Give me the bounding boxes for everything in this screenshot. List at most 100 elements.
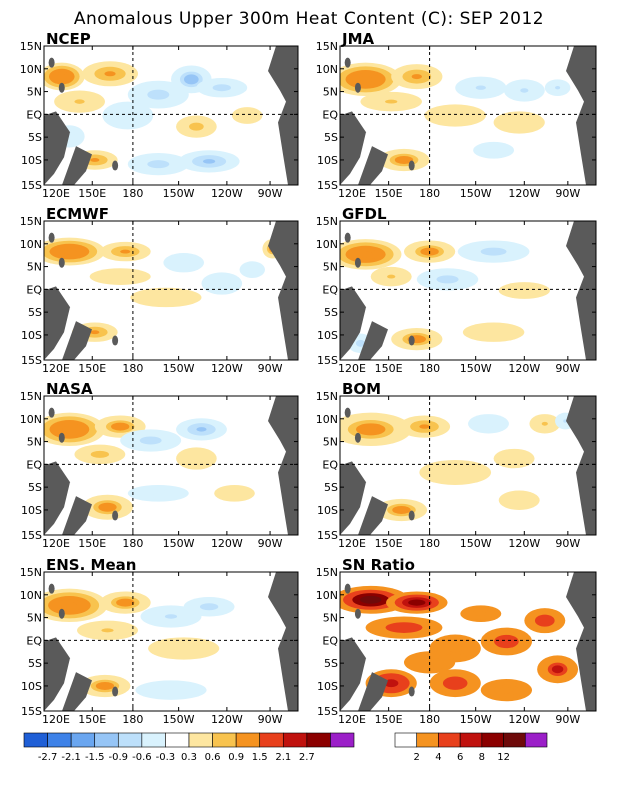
island — [344, 232, 351, 243]
sn-legend-swatch — [503, 732, 526, 748]
y-tick-label: 15S — [317, 705, 338, 718]
panel-frame — [43, 45, 299, 186]
contour-band — [152, 91, 165, 98]
contour-band — [179, 260, 188, 265]
legend-label: 2.7 — [299, 752, 315, 763]
island — [354, 257, 361, 268]
legend-label: -0.3 — [156, 752, 176, 763]
panel-label: ECMWF — [46, 205, 109, 223]
island — [112, 160, 119, 171]
contour-band — [515, 498, 524, 503]
y-tick-label: 10N — [316, 413, 338, 426]
x-tick-label: 120E — [338, 537, 366, 550]
contour-band — [499, 637, 514, 646]
contour-band — [541, 421, 548, 426]
x-tick-label: 150E — [78, 537, 106, 550]
contour-band — [90, 158, 100, 162]
contour-band — [152, 491, 165, 495]
legend-swatch — [188, 732, 213, 748]
y-tick-label: 10S — [317, 154, 338, 167]
borneo-landmass — [340, 286, 366, 360]
x-tick-label: 120E — [42, 713, 70, 726]
legend-label: -2.7 — [38, 752, 58, 763]
contour-band — [487, 330, 500, 335]
americas-landmass — [268, 572, 298, 711]
x-tick-label: 180 — [419, 537, 440, 550]
island — [408, 686, 415, 697]
y-tick-label: 5N — [323, 436, 338, 449]
y-tick-label: 15N — [316, 390, 338, 403]
new-guinea-landmass — [358, 672, 388, 711]
panel-label: JMA — [341, 30, 375, 48]
y-tick-label: 15S — [21, 354, 42, 367]
y-tick-label: EQ — [26, 108, 42, 121]
land — [44, 46, 298, 185]
americas-landmass — [566, 396, 596, 535]
island — [354, 432, 361, 443]
y-tick-label: 15N — [20, 40, 42, 53]
legend-label: -0.6 — [132, 752, 152, 763]
americas-landmass — [268, 46, 298, 185]
panel-frame — [43, 395, 299, 536]
island — [48, 583, 55, 594]
land — [44, 221, 298, 360]
land — [340, 396, 596, 535]
x-tick-label: 150E — [375, 187, 403, 200]
y-tick-label: 5N — [27, 612, 42, 625]
x-tick-label: 120E — [42, 187, 70, 200]
x-tick-label: 180 — [122, 187, 143, 200]
contour-band — [176, 646, 191, 651]
legend-swatch — [47, 732, 72, 748]
y-tick-label: 5S — [324, 131, 338, 144]
contour-band — [62, 248, 77, 255]
x-tick-label: 120E — [338, 362, 366, 375]
x-tick-label: 90W — [555, 713, 580, 726]
island — [408, 335, 415, 346]
new-guinea-landmass — [358, 146, 388, 185]
x-tick-label: 120W — [508, 713, 540, 726]
island — [112, 510, 119, 521]
y-tick-label: 5N — [323, 612, 338, 625]
y-tick-label: 10N — [20, 238, 42, 251]
sn-legend-swatch — [438, 732, 461, 748]
new-guinea-landmass — [62, 672, 92, 711]
x-tick-label: 150E — [375, 362, 403, 375]
contour-band — [120, 600, 131, 605]
contour-band — [551, 665, 564, 674]
y-tick-label: 5S — [28, 131, 42, 144]
x-tick-label: 120E — [42, 537, 70, 550]
new-guinea-landmass — [358, 496, 388, 535]
y-tick-label: 10N — [316, 238, 338, 251]
sn-legend-swatch — [416, 732, 439, 748]
island — [344, 57, 351, 68]
x-tick-label: 150W — [460, 362, 492, 375]
x-tick-label: 180 — [419, 713, 440, 726]
x-tick-label: 180 — [122, 362, 143, 375]
y-tick-label: 5S — [28, 481, 42, 494]
legend-label: -2.1 — [61, 752, 81, 763]
contour-band — [163, 688, 179, 693]
legend-swatch — [330, 732, 355, 748]
legend-swatch — [70, 732, 96, 748]
field — [340, 585, 579, 702]
new-guinea-landmass — [358, 321, 388, 360]
y-tick-label: 15N — [20, 566, 42, 579]
contour-band — [196, 427, 207, 432]
panel-label: SN Ratio — [342, 556, 415, 574]
borneo-landmass — [340, 637, 366, 711]
y-tick-label: 15N — [316, 40, 338, 53]
contour-band — [101, 628, 114, 633]
legend-swatch — [212, 732, 237, 748]
contour-band — [104, 71, 116, 77]
land — [44, 396, 298, 535]
legend-label: 1.5 — [252, 752, 268, 763]
panel-frame — [43, 571, 299, 712]
x-tick-label: 120W — [211, 713, 243, 726]
island — [58, 82, 65, 93]
y-tick-label: EQ — [322, 108, 338, 121]
x-tick-label: 120E — [338, 187, 366, 200]
